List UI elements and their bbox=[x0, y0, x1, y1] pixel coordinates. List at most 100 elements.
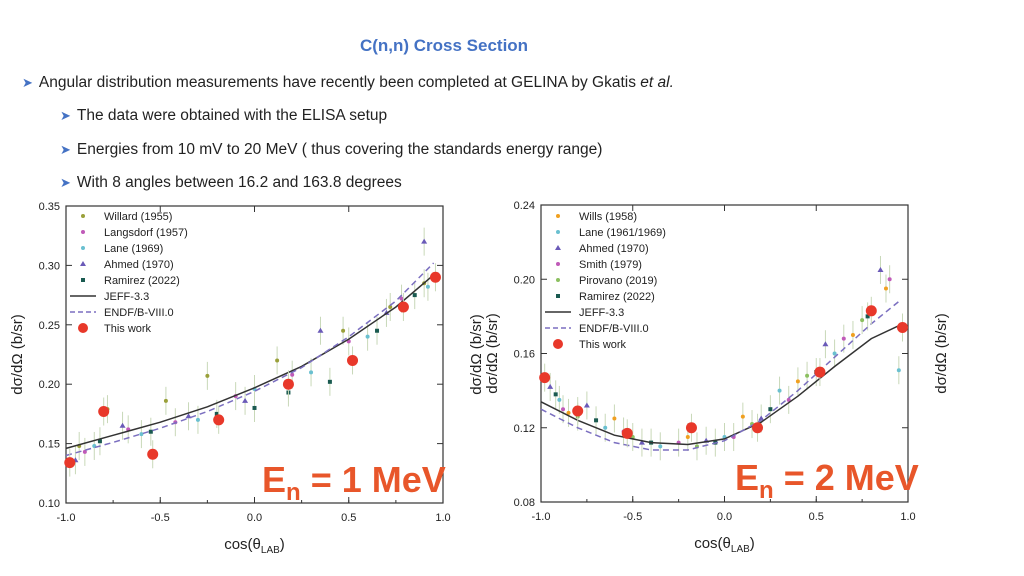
legend-label: ENDF/B-VIII.0 bbox=[579, 323, 649, 335]
legend: Willard (1955) Langsdorf (1957) Lane (1969… bbox=[70, 211, 188, 335]
data-point bbox=[365, 334, 370, 339]
bullet-angles: ➤ With 8 angles between 16.2 and 163.8 d… bbox=[60, 174, 402, 192]
legend-swatch bbox=[556, 230, 560, 234]
y-tick-label: 0.08 bbox=[514, 497, 535, 509]
data-point bbox=[185, 413, 192, 419]
data-point bbox=[139, 432, 144, 437]
data-point bbox=[290, 372, 295, 377]
legend-swatch bbox=[556, 262, 560, 266]
data-point bbox=[547, 383, 554, 389]
y-tick-label: 0.15 bbox=[39, 439, 60, 451]
data-point bbox=[566, 410, 571, 415]
legend-label: This work bbox=[579, 339, 627, 351]
data-point bbox=[860, 318, 865, 323]
data-point bbox=[388, 304, 393, 309]
point-this-work bbox=[814, 366, 826, 378]
legend-label: ENDF/B-VIII.0 bbox=[104, 307, 174, 319]
y-axis-label-right: dσ/dΩ (b/sr) bbox=[933, 313, 950, 394]
data-point bbox=[421, 238, 428, 244]
y-tick-label: 0.16 bbox=[514, 349, 535, 361]
y-tick-label: 0.35 bbox=[39, 201, 60, 213]
x-tick-label: 1.0 bbox=[435, 512, 450, 524]
arrow-bullet-icon: ➤ bbox=[60, 175, 71, 190]
series-line-endf-b-viii-0 bbox=[540, 300, 900, 451]
y-tick-label: 0.20 bbox=[514, 274, 535, 286]
point-this-work bbox=[98, 406, 110, 418]
data-point bbox=[82, 449, 87, 454]
series-line-jeff-3-3 bbox=[540, 325, 900, 446]
legend-swatch bbox=[556, 278, 560, 282]
data-point bbox=[341, 328, 346, 333]
bullet-text: Energies from 10 mV to 20 MeV ( thus cov… bbox=[76, 141, 603, 158]
x-axis-label: cos(θLAB) bbox=[224, 536, 285, 556]
legend: Wills (1958) Lane (1961/1969) Ahmed (1970)… bbox=[545, 211, 666, 351]
data-point bbox=[327, 379, 332, 384]
arrow-bullet-icon: ➤ bbox=[22, 75, 33, 90]
arrow-bullet-icon: ➤ bbox=[60, 142, 71, 157]
data-point bbox=[252, 405, 257, 410]
chart-2: -1.0 -0.5 0.0 0.5 1.0 0.08 0.12 0.16 0.20 0.24 dσ/… bbox=[484, 200, 950, 555]
bullet-elisa: ➤ The data were obtained with the ELISA … bbox=[60, 107, 387, 125]
data-point bbox=[583, 402, 590, 408]
data-point bbox=[841, 336, 846, 341]
point-this-work bbox=[213, 414, 225, 426]
legend-swatch bbox=[81, 246, 85, 250]
data-point bbox=[195, 417, 200, 422]
legend-swatch bbox=[556, 214, 560, 218]
bullet-text: Angular distribution measurements have r… bbox=[38, 74, 674, 91]
x-tick-label: -1.0 bbox=[532, 511, 551, 523]
y-tick-label: 0.24 bbox=[514, 200, 535, 212]
legend-label: Pirovano (2019) bbox=[579, 275, 657, 287]
x-tick-label: 0.5 bbox=[809, 511, 824, 523]
data-point bbox=[603, 425, 608, 430]
legend-label: Willard (1955) bbox=[104, 211, 172, 223]
data-point bbox=[758, 415, 765, 421]
x-tick-label: -0.5 bbox=[623, 511, 642, 523]
data-point bbox=[877, 266, 884, 272]
y-tick-label: 0.10 bbox=[39, 498, 60, 510]
legend-label: Lane (1969) bbox=[104, 243, 163, 255]
data-point bbox=[425, 284, 430, 289]
legend-label: This work bbox=[104, 323, 152, 335]
data-point bbox=[896, 368, 901, 373]
legend-label: JEFF-3.3 bbox=[579, 307, 624, 319]
bullet-text: With 8 angles between 16.2 and 163.8 deg… bbox=[76, 174, 402, 191]
point-this-work bbox=[429, 271, 441, 283]
y-tick-label: 0.25 bbox=[39, 320, 60, 332]
data-point bbox=[768, 407, 773, 412]
x-tick-label: 1.0 bbox=[900, 511, 915, 523]
point-this-work bbox=[865, 305, 877, 317]
x-tick-label: -0.5 bbox=[151, 512, 170, 524]
data-point bbox=[214, 411, 219, 416]
series-line-jeff-3-3 bbox=[65, 274, 435, 450]
data-point bbox=[561, 407, 566, 412]
chart-1: -1.0 -0.5 0.0 0.5 1.0 0.10 0.15 0.20 0.25 0.30 0.3… bbox=[9, 201, 485, 556]
legend-label: Wills (1958) bbox=[579, 211, 637, 223]
legend-label: JEFF-3.3 bbox=[104, 291, 149, 303]
data-point bbox=[887, 277, 892, 282]
legend-label: Langsdorf (1957) bbox=[104, 227, 188, 239]
point-this-work bbox=[752, 422, 764, 434]
data-point bbox=[638, 439, 645, 445]
data-point bbox=[399, 296, 404, 301]
point-this-work bbox=[685, 422, 697, 434]
legend-label: Ramirez (2022) bbox=[104, 275, 180, 287]
legend-swatch bbox=[553, 339, 563, 349]
legend-swatch bbox=[556, 294, 560, 298]
data-point bbox=[119, 422, 126, 428]
point-this-work bbox=[282, 378, 294, 390]
legend-label: Ahmed (1970) bbox=[104, 259, 174, 271]
bullet-gelina: ➤ Angular distribution measurements have… bbox=[22, 74, 674, 92]
legend-label: Smith (1979) bbox=[579, 259, 642, 271]
point-this-work bbox=[896, 322, 908, 334]
y-tick-label: 0.30 bbox=[39, 260, 60, 272]
legend-swatch bbox=[555, 245, 561, 250]
data-point bbox=[242, 397, 249, 403]
data-point bbox=[822, 341, 829, 347]
data-point bbox=[777, 388, 782, 393]
legend-swatch bbox=[78, 323, 88, 333]
data-point bbox=[309, 370, 314, 375]
point-this-work bbox=[572, 405, 584, 417]
x-tick-label: 0.5 bbox=[341, 512, 356, 524]
y-axis-label-right: dσ/dΩ (b/sr) bbox=[468, 314, 485, 395]
